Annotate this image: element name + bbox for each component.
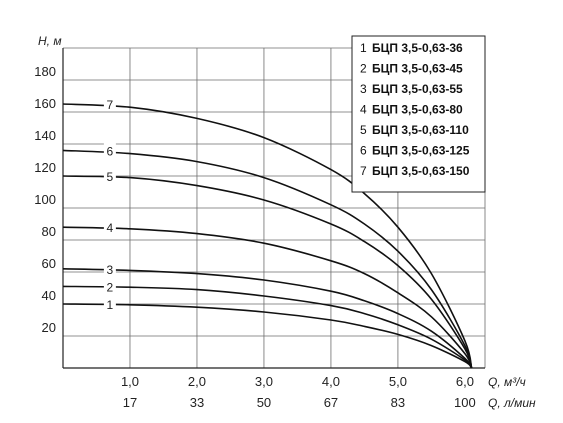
curve-label-bg xyxy=(103,279,116,294)
legend-item-number: 6 xyxy=(360,144,367,158)
curve-2 xyxy=(62,285,473,369)
y-tick-label: 120 xyxy=(34,160,56,175)
curve-label-bg xyxy=(103,97,116,111)
x-tick-label: 6,0 xyxy=(456,374,474,389)
grid xyxy=(63,47,486,368)
y-tick-label: 60 xyxy=(42,256,56,271)
x-tick-label-secondary: 33 xyxy=(190,395,204,410)
curve-label-3: 3 xyxy=(107,263,114,277)
x-tick-label-secondary: 17 xyxy=(123,395,137,410)
curve-label-bg xyxy=(103,169,116,183)
x-axis-title-secondary: Q, л/мин xyxy=(488,396,536,410)
legend-item-label: БЦП 3,5-0,63-80 xyxy=(372,103,463,117)
x-tick-label-secondary: 67 xyxy=(324,395,338,410)
y-tick-labels: 20 40 60 80 100 120 140 160 180 xyxy=(34,64,56,335)
x-tick-label: 1,0 xyxy=(121,374,139,389)
y-tick-label: 20 xyxy=(42,320,56,335)
legend-item-label: БЦП 3,5-0,63-55 xyxy=(372,82,463,96)
legend-item-number: 1 xyxy=(360,41,367,55)
x-tick-label: 3,0 xyxy=(255,374,273,389)
curve-label-1: 1 xyxy=(107,298,114,312)
legend-item-label: БЦП 3,5-0,63-110 xyxy=(372,123,469,137)
legend-box xyxy=(351,35,486,193)
legend-item-number: 2 xyxy=(360,62,367,76)
curve-label-6: 6 xyxy=(107,144,114,158)
y-tick-label: 160 xyxy=(34,96,56,111)
legend-item-number: 4 xyxy=(360,103,367,117)
y-tick-label: 180 xyxy=(34,64,56,79)
curve-4 xyxy=(62,226,473,369)
y-axis-title: Н, м xyxy=(38,34,62,48)
x-tick-labels: 1,0 17 2,0 33 3,0 50 4,0 67 5,0 83 6,0 100 xyxy=(121,374,476,410)
curves xyxy=(62,103,473,369)
curve-label-4: 4 xyxy=(107,221,114,235)
x-tick-label-secondary: 83 xyxy=(391,395,405,410)
legend-item-label: БЦП 3,5-0,63-45 xyxy=(372,62,463,76)
curve-label-7: 7 xyxy=(107,98,114,112)
x-tick-label: 4,0 xyxy=(322,374,340,389)
y-tick-label: 140 xyxy=(34,128,56,143)
x-axis-title: Q, м³/ч xyxy=(488,375,526,389)
curve-label-5: 5 xyxy=(107,170,114,184)
legend-item-number: 7 xyxy=(360,164,367,178)
axes xyxy=(62,48,485,369)
legend-item-label: БЦП 3,5-0,63-150 xyxy=(372,164,470,178)
curve-6 xyxy=(62,149,473,369)
y-tick-label: 40 xyxy=(42,288,56,303)
curve-1 xyxy=(62,303,473,369)
curve-label-bg xyxy=(103,261,116,276)
legend-item-label: БЦП 3,5-0,63-36 xyxy=(372,41,463,55)
curve-7 xyxy=(62,103,473,369)
x-tick-label: 2,0 xyxy=(188,374,206,389)
x-tick-label-secondary: 50 xyxy=(257,395,271,410)
curve-label-bg xyxy=(103,220,116,235)
legend: 1 БЦП 3,5-0,63-36 2 БЦП 3,5-0,63-45 3 БЦП 3,5… xyxy=(351,35,486,193)
y-tick-label: 100 xyxy=(34,192,56,207)
x-tick-label-secondary: 100 xyxy=(454,395,476,410)
legend-item-number: 5 xyxy=(360,123,367,137)
legend-item-label: БЦП 3,5-0,63-125 xyxy=(372,144,470,158)
y-tick-label: 80 xyxy=(42,224,56,239)
curve-label-bg xyxy=(103,297,116,311)
curve-3 xyxy=(62,268,473,369)
curve-label-bg xyxy=(103,143,116,158)
x-tick-label: 5,0 xyxy=(389,374,407,389)
curve-5 xyxy=(62,175,473,369)
curve-labels: 1 2 3 4 5 6 7 xyxy=(103,97,116,312)
legend-item-number: 3 xyxy=(360,82,367,96)
curve-label-2: 2 xyxy=(107,280,114,294)
